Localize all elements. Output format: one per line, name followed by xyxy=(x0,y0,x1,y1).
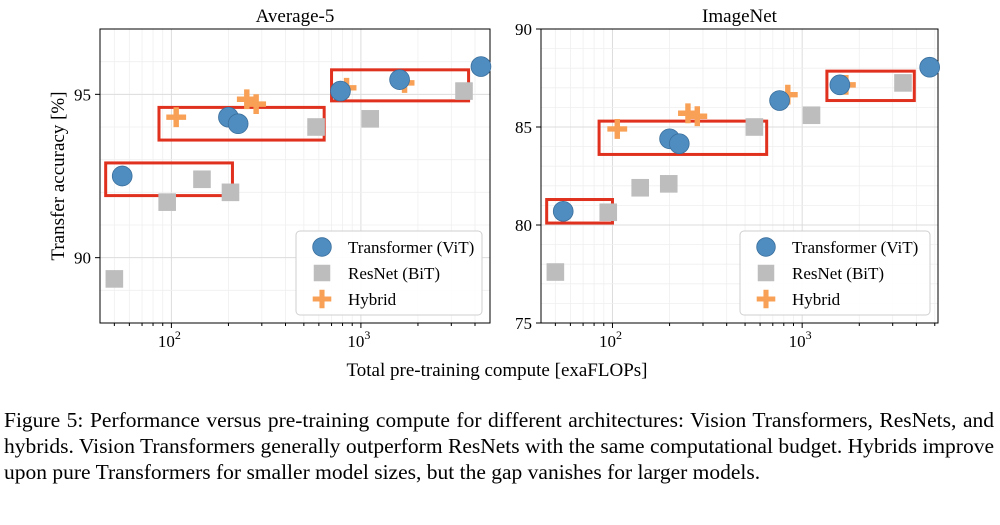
legend-marker-resnet-bit xyxy=(313,264,331,282)
y-axis-label: Transfer accuracy [%] xyxy=(48,91,69,260)
point-resnet-bit xyxy=(158,193,176,211)
point-transformer-vit xyxy=(111,165,133,187)
point-transformer-vit xyxy=(227,113,249,135)
x-tick-label: 102 xyxy=(158,328,181,351)
series-transformer-vit xyxy=(552,56,940,222)
point-transformer-vit xyxy=(919,56,940,78)
legend-marker-hybrid xyxy=(756,289,776,309)
point-transformer-vit xyxy=(552,200,574,222)
point-resnet-bit xyxy=(631,178,649,197)
legend-label: ResNet (BiT) xyxy=(792,264,884,283)
point-transformer-vit xyxy=(389,69,410,90)
point-resnet-bit xyxy=(802,106,821,125)
x-axis-label: Total pre-training compute [exaFLOPs] xyxy=(346,360,647,381)
chart-imagenet: 75 80 85 90 102 103 ImageNet Transformer (ViT) R… xyxy=(515,6,940,351)
legend-box xyxy=(295,230,483,316)
point-resnet-bit xyxy=(599,203,618,222)
figure-caption: Figure 5: Performance versus pre-trainin… xyxy=(4,408,994,484)
point-resnet-bit xyxy=(745,118,764,136)
y-tick-label: 80 xyxy=(515,216,532,235)
series-resnet-bit xyxy=(546,74,912,281)
point-resnet-bit xyxy=(546,263,565,281)
legend-label: Transformer (ViT) xyxy=(792,238,918,257)
point-transformer-vit xyxy=(470,56,492,77)
legend-marker-resnet-bit xyxy=(757,264,775,282)
legend-marker-transformer-vit xyxy=(312,237,332,257)
series-resnet-bit xyxy=(105,82,473,288)
y-tick-label: 75 xyxy=(515,314,532,333)
point-hybrid xyxy=(236,89,257,110)
legend-label: Hybrid xyxy=(348,290,397,309)
legend-label: Hybrid xyxy=(792,290,841,309)
x-tick-label: 103 xyxy=(789,328,812,351)
point-transformer-vit xyxy=(829,74,851,96)
chart-title: Average-5 xyxy=(256,6,335,27)
y-tick-label: 90 xyxy=(515,20,532,39)
legend-box xyxy=(739,230,931,316)
chart-title: ImageNet xyxy=(702,6,778,27)
legend: Transformer (ViT) ResNet (BiT) Hybrid xyxy=(739,230,931,316)
legend-label: ResNet (BiT) xyxy=(348,264,440,283)
x-tick-label: 103 xyxy=(347,328,370,351)
y-tick-label: 85 xyxy=(515,118,532,137)
series-transformer-vit xyxy=(111,56,492,187)
point-resnet-bit xyxy=(455,82,473,100)
x-tick-label: 102 xyxy=(599,328,622,351)
point-resnet-bit xyxy=(105,270,124,288)
y-tick-label: 95 xyxy=(74,85,91,104)
legend: Transformer (ViT) ResNet (BiT) Hybrid xyxy=(295,230,483,316)
point-hybrid xyxy=(607,119,628,139)
legend-marker-hybrid xyxy=(312,289,332,309)
point-hybrid xyxy=(678,103,698,124)
legend-marker-transformer-vit xyxy=(756,237,776,257)
point-hybrid xyxy=(166,107,187,128)
plot-frame xyxy=(99,28,491,324)
point-hybrid xyxy=(246,94,267,115)
highlight-box xyxy=(825,69,916,103)
point-resnet-bit xyxy=(894,74,912,92)
point-transformer-vit xyxy=(769,90,790,111)
chart-average-5: 90 95 102 103 Average-5 Transformer (ViT) ResN… xyxy=(74,6,492,351)
plot-frame xyxy=(540,28,939,324)
point-resnet-bit xyxy=(361,110,380,128)
point-hybrid xyxy=(687,106,708,127)
point-resnet-bit xyxy=(659,175,678,193)
point-resnet-bit xyxy=(193,170,211,189)
highlight-box xyxy=(597,119,769,156)
legend-label: Transformer (ViT) xyxy=(348,238,474,257)
point-resnet-bit xyxy=(221,183,240,202)
y-tick-label: 90 xyxy=(74,249,91,268)
figure: 90 95 102 103 Average-5 Transformer (ViT) ResN… xyxy=(48,6,940,381)
point-transformer-vit xyxy=(668,133,690,154)
point-transformer-vit xyxy=(330,80,351,102)
point-resnet-bit xyxy=(307,118,325,136)
